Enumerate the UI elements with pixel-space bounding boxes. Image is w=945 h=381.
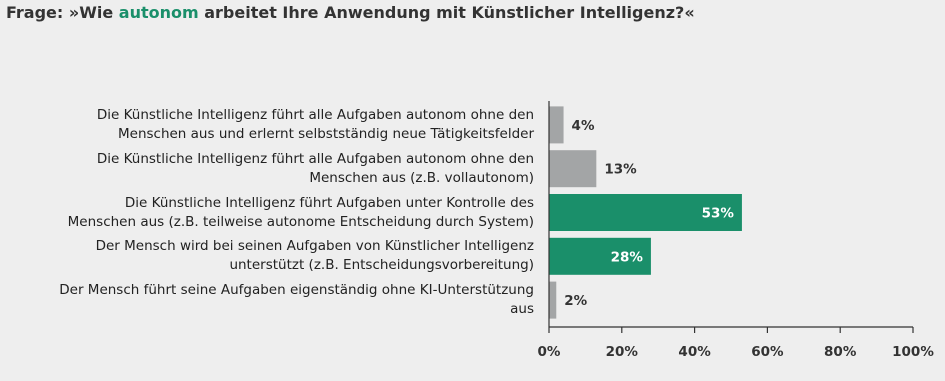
value-label: 53% — [702, 206, 735, 222]
category-text: Die Künstliche Intelligenz führt alle Au… — [96, 106, 534, 142]
category-label: Der Mensch wird bei seinen Aufgaben von … — [0, 236, 534, 276]
x-tick-label: 20% — [606, 344, 639, 360]
title-part: autonom — [118, 3, 199, 22]
title-part: arbeitet Ihre Anwendung mit Künstlicher … — [198, 3, 695, 22]
x-tick-label: 100% — [892, 344, 934, 360]
bar — [549, 194, 742, 231]
x-tick-label: 0% — [538, 344, 561, 360]
value-label: 2% — [564, 293, 587, 309]
x-tick-label: 60% — [751, 344, 784, 360]
bar — [549, 106, 564, 144]
bar — [549, 281, 557, 319]
category-label: Die Künstliche Intelligenz führt alle Au… — [0, 105, 534, 145]
value-label: 28% — [611, 249, 644, 265]
x-tick-label: 40% — [678, 344, 711, 360]
category-label: Die Künstliche Intelligenz führt Aufgabe… — [0, 193, 534, 233]
value-label: 4% — [572, 118, 595, 134]
title-part: Frage: »Wie — [6, 3, 119, 22]
category-text: Die Künstliche Intelligenz führt Aufgabe… — [67, 194, 534, 230]
value-label: 13% — [604, 162, 637, 178]
chart-title: Frage: »Wie autonom arbeitet Ihre Anwend… — [6, 3, 695, 22]
x-tick-label: 80% — [824, 344, 857, 360]
category-text: Die Künstliche Intelligenz führt alle Au… — [96, 150, 534, 186]
category-text: Der Mensch wird bei seinen Aufgaben von … — [95, 238, 534, 274]
category-text: Der Mensch führt seine Aufgaben eigenstä… — [59, 282, 534, 318]
bar — [549, 150, 597, 188]
category-label: Die Künstliche Intelligenz führt alle Au… — [0, 149, 534, 189]
category-label: Der Mensch führt seine Aufgaben eigenstä… — [0, 280, 534, 320]
bar — [549, 237, 651, 275]
